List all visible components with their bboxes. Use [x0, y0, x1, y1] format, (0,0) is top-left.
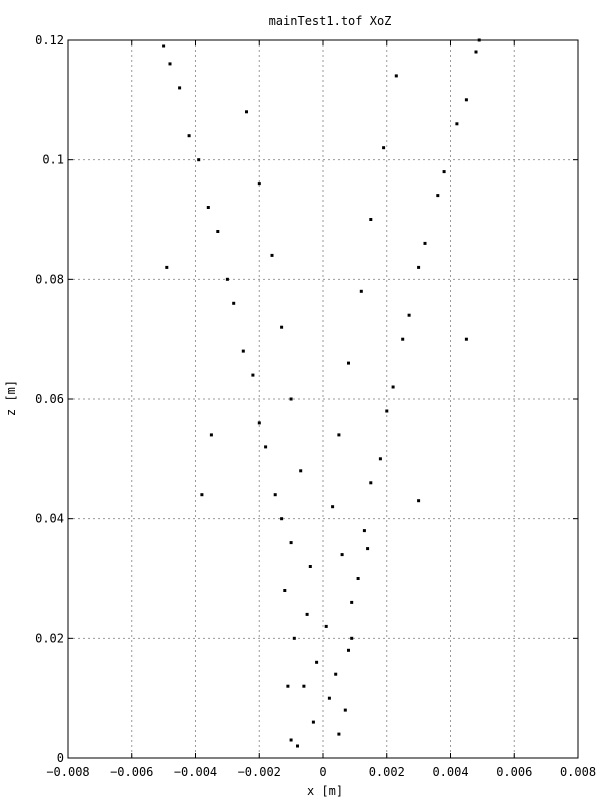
- scatter-point: [382, 146, 386, 150]
- scatter-point: [347, 361, 350, 365]
- x-tick-label: 0.008: [560, 765, 596, 779]
- y-tick-label: 0.06: [35, 392, 64, 406]
- scatter-point: [350, 600, 354, 604]
- scatter-point: [168, 62, 172, 66]
- scatter-point: [178, 86, 182, 90]
- scatter-point: [302, 684, 306, 688]
- scatter-point: [423, 241, 427, 245]
- scatter-point: [289, 541, 293, 545]
- scatter-point: [442, 170, 446, 174]
- scatter-point: [343, 708, 347, 712]
- x-tick-label: −0.008: [46, 765, 89, 779]
- scatter-point: [337, 732, 341, 736]
- chart-title: mainTest1.tof XoZ: [269, 14, 392, 28]
- scatter-point: [474, 50, 478, 54]
- y-tick-label: 0.04: [35, 512, 64, 526]
- x-tick-label: −0.006: [110, 765, 153, 779]
- scatter-point: [436, 194, 440, 198]
- scatter-point: [417, 499, 421, 503]
- scatter-point: [417, 265, 421, 269]
- scatter-point: [362, 529, 366, 533]
- scatter-point: [245, 110, 248, 114]
- scatter-point: [337, 433, 341, 437]
- scatter-point: [369, 481, 373, 485]
- scatter-point: [225, 277, 229, 281]
- y-tick-label: 0: [57, 751, 64, 765]
- scatter-point: [241, 349, 245, 353]
- scatter-point: [286, 684, 290, 688]
- scatter-point: [162, 44, 166, 48]
- x-tick-label: 0.004: [432, 765, 468, 779]
- scatter-point: [216, 230, 220, 233]
- scatter-point: [257, 182, 261, 186]
- scatter-point: [391, 385, 395, 389]
- scatter-point: [187, 134, 191, 138]
- scatter-point: [257, 421, 261, 425]
- scatter-point: [324, 624, 328, 628]
- axis-ticks: −0.008 −0.006 −0.004 −0.002 0 0.002 0.004 0.006…: [35, 33, 596, 779]
- scatter-point: [299, 469, 303, 473]
- scatter-point: [407, 313, 411, 317]
- x-tick-label: 0.002: [369, 765, 405, 779]
- x-tick-label: 0: [319, 765, 326, 779]
- grid: [68, 40, 578, 758]
- scatter-point: [311, 720, 315, 724]
- scatter-point: [378, 457, 382, 461]
- scatter-point: [305, 612, 309, 616]
- scatter-point: [359, 289, 363, 293]
- scatter-point: [264, 445, 268, 449]
- scatter-point: [280, 517, 284, 521]
- y-tick-label: 0.02: [35, 631, 64, 645]
- scatter-point: [315, 660, 319, 664]
- scatter-point: [165, 265, 169, 269]
- x-axis-label: x [m]: [307, 784, 343, 798]
- scatter-point: [464, 337, 468, 341]
- scatter-point: [296, 744, 299, 748]
- scatter-point: [369, 218, 373, 221]
- scatter-point: [292, 636, 296, 640]
- x-tick-label: −0.002: [238, 765, 281, 779]
- scatter-point: [289, 397, 293, 401]
- scatter-point: [232, 301, 236, 305]
- scatter-point: [327, 696, 331, 700]
- scatter-point: [385, 409, 389, 413]
- y-tick-label: 0.12: [35, 33, 64, 47]
- scatter-point: [197, 158, 201, 162]
- scatter-point: [206, 206, 210, 209]
- y-tick-label: 0.08: [35, 272, 64, 286]
- data-points: [162, 38, 481, 748]
- scatter-point: [283, 589, 287, 592]
- scatter-point: [209, 433, 213, 437]
- scatter-point: [350, 636, 354, 640]
- scatter-point: [331, 505, 335, 509]
- scatter-point: [401, 337, 405, 341]
- scatter-point: [280, 325, 284, 329]
- scatter-point: [270, 253, 274, 257]
- scatter-point: [273, 493, 277, 497]
- scatter-point: [308, 565, 312, 568]
- scatter-point: [455, 122, 459, 126]
- scatter-point: [334, 672, 338, 676]
- scatter-point: [340, 553, 344, 557]
- x-tick-label: −0.004: [174, 765, 217, 779]
- scatter-point: [289, 738, 293, 742]
- scatter-point: [347, 648, 350, 652]
- y-axis-label: z [m]: [4, 380, 18, 416]
- scatter-point: [200, 493, 204, 497]
- scatter-point: [464, 98, 468, 102]
- scatter-point: [356, 577, 360, 580]
- y-tick-label: 0.1: [42, 153, 64, 167]
- scatter-point: [251, 373, 255, 377]
- x-tick-label: 0.006: [496, 765, 532, 779]
- scatter-point: [394, 74, 398, 78]
- scatter-point: [366, 547, 370, 551]
